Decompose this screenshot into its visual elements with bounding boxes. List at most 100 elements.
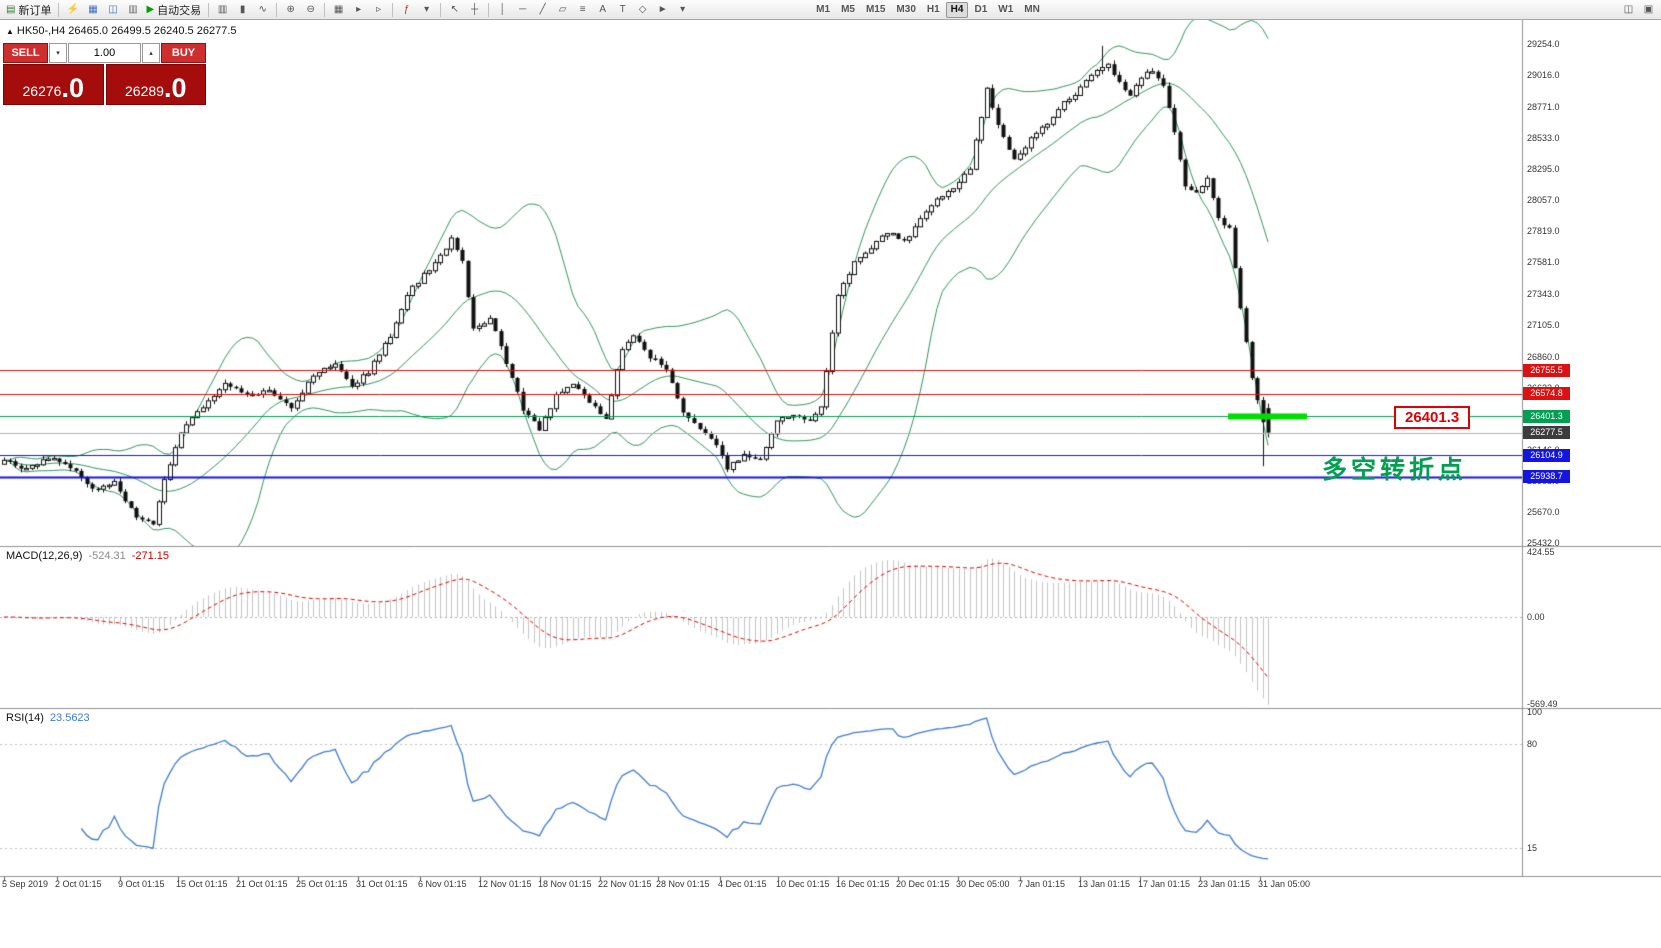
- shapes-button[interactable]: ◇: [633, 1, 652, 18]
- volume-decrease-button[interactable]: ▾: [49, 43, 67, 63]
- equidistant-channel-icon: ▱: [558, 3, 567, 15]
- price-tag: 26574.8: [1523, 387, 1570, 401]
- macd-indicator-label: MACD(12,26,9) -524.31 -271.15: [6, 550, 169, 562]
- toolbar-button-group: ▤ 新订单 ⚡ ▦ ◫ ▥ ▶ 自动交易 ▥ ▮ ∿ ⊕ ⊖ ▦ ▸ ▹ ƒ ▾ ↖ ┼ │ ─ ╱ ▱ ≡ A T ◇ ► ▾: [3, 1, 692, 18]
- shapes-dropdown-button[interactable]: ▾: [673, 1, 692, 18]
- text-button[interactable]: A: [593, 1, 612, 18]
- buy-button[interactable]: BUY: [161, 43, 206, 63]
- timeline-date-label: 13 Jan 01:15: [1078, 879, 1131, 889]
- rsi-value: 23.5623: [49, 712, 90, 724]
- timeline-date-label: 17 Jan 01:15: [1138, 879, 1191, 889]
- new-chart-button[interactable]: ◫: [1619, 1, 1638, 18]
- tile-windows-icon: ▦: [333, 3, 344, 15]
- timeframe-m15-button[interactable]: M15: [861, 2, 890, 18]
- bar-chart-button[interactable]: ▥: [213, 1, 232, 18]
- macd-axis-label: 0.00: [1527, 612, 1545, 622]
- toolbar-separator: [58, 2, 60, 17]
- crosshair-icon: ┼: [471, 3, 479, 15]
- new-chart-icon: ◫: [1623, 3, 1634, 15]
- text-icon: A: [599, 3, 606, 15]
- price-tag: 26277.5: [1523, 426, 1570, 440]
- turning-point-annotation: 多空转折点: [1322, 456, 1468, 484]
- timeline-date-label: 30 Dec 05:00: [956, 879, 1010, 889]
- metaeditor-button[interactable]: ⚡: [63, 1, 82, 18]
- line-chart-button[interactable]: ∿: [253, 1, 272, 18]
- arrows-button[interactable]: ►: [653, 1, 672, 18]
- new-order-button[interactable]: ▤ 新订单: [3, 1, 54, 18]
- price-chart-canvas[interactable]: [0, 20, 1661, 948]
- autotrading-icon: ▶: [146, 3, 155, 15]
- price-tag: 25938.7: [1523, 470, 1570, 484]
- chart-shift-button[interactable]: ▹: [369, 1, 388, 18]
- timeline-date-label: 31 Oct 01:15: [356, 879, 408, 889]
- timeline-date-label: 7 Jan 01:15: [1018, 879, 1066, 889]
- timeframe-m30-button[interactable]: M30: [891, 2, 920, 18]
- shapes-icon: ◇: [638, 3, 647, 15]
- indicators-dropdown-button[interactable]: ▾: [417, 1, 436, 18]
- price-tick-label: 28533.0: [1527, 133, 1560, 144]
- market-watch-button[interactable]: ▦: [83, 1, 102, 18]
- terminal-button[interactable]: ▥: [123, 1, 142, 18]
- equidistant-channel-button[interactable]: ▱: [553, 1, 572, 18]
- rsi-axis-label: 15: [1527, 843, 1538, 853]
- timeline-date-label: 18 Nov 01:15: [538, 879, 592, 889]
- navigator-button[interactable]: ◫: [103, 1, 122, 18]
- crosshair-button[interactable]: ┼: [465, 1, 484, 18]
- price-level-flag: 26401.3: [1394, 406, 1471, 429]
- price-tick-label: 27819.0: [1527, 226, 1560, 237]
- auto-scroll-icon: ▸: [356, 3, 362, 15]
- volume-increase-button[interactable]: ▴: [142, 43, 160, 63]
- timeframe-mn-button[interactable]: MN: [1019, 2, 1045, 18]
- metaeditor-icon: ⚡: [66, 3, 80, 15]
- timeline-date-label: 23 Jan 01:15: [1198, 879, 1251, 889]
- fibonacci-button[interactable]: ≡: [573, 1, 592, 18]
- price-tick-label: 28057.0: [1527, 195, 1560, 206]
- price-tick-label: 25432.0: [1527, 538, 1560, 548]
- timeframe-d1-button[interactable]: D1: [969, 2, 992, 18]
- auto-scroll-button[interactable]: ▸: [349, 1, 368, 18]
- symbol-ohlc-info: ▲ HK50-,H4 26465.0 26499.5 26240.5 26277.…: [6, 25, 237, 37]
- autotrading-button[interactable]: ▶ 自动交易: [143, 1, 204, 18]
- timeline-date-label: 25 Oct 01:15: [296, 879, 348, 889]
- horizontal-line-button[interactable]: ─: [513, 1, 532, 18]
- timeframe-h4-button[interactable]: H4: [945, 1, 969, 18]
- timeline-date-label: 2 Oct 01:15: [55, 879, 102, 889]
- toolbar-right-group: ◫ ▣: [1619, 1, 1658, 18]
- one-click-trade-panel: SELL ▾ ▴ BUY 26276.0 26289.0: [3, 43, 206, 105]
- indicators-button[interactable]: ƒ: [397, 1, 416, 18]
- fibonacci-icon: ≡: [579, 3, 586, 15]
- price-tick-label: 25670.0: [1527, 506, 1560, 517]
- timeline-date-label: 4 Dec 01:15: [718, 879, 767, 889]
- macd-name: MACD(12,26,9): [6, 550, 83, 562]
- macd-signal-value: -271.15: [131, 550, 170, 562]
- sell-price-button[interactable]: 26276.0: [3, 64, 104, 105]
- sell-button[interactable]: SELL: [3, 43, 48, 63]
- autotrading-button-label: 自动交易: [157, 4, 202, 17]
- timeframe-m1-button[interactable]: M1: [811, 2, 835, 18]
- candlestick-chart-button[interactable]: ▮: [233, 1, 252, 18]
- timeframe-m5-button[interactable]: M5: [836, 2, 860, 18]
- bar-chart-icon: ▥: [217, 3, 228, 15]
- zoom-in-button[interactable]: ⊕: [281, 1, 300, 18]
- timeframe-h1-button[interactable]: H1: [922, 2, 945, 18]
- candlestick-chart-icon: ▮: [239, 3, 246, 15]
- timeline-date-label: 16 Dec 01:15: [836, 879, 890, 889]
- text-label-button[interactable]: T: [613, 1, 632, 18]
- trendline-button[interactable]: ╱: [533, 1, 552, 18]
- price-tick-label: 29254.0: [1527, 39, 1560, 49]
- zoom-out-button[interactable]: ⊖: [301, 1, 320, 18]
- layout-button[interactable]: ▣: [1639, 1, 1658, 18]
- buy-price-button[interactable]: 26289.0: [105, 64, 206, 105]
- zoom-in-icon: ⊕: [286, 3, 295, 15]
- vertical-line-button[interactable]: │: [493, 1, 512, 18]
- tile-windows-button[interactable]: ▦: [329, 1, 348, 18]
- timeline-date-label: 12 Nov 01:15: [478, 879, 532, 889]
- timeframe-w1-button[interactable]: W1: [993, 2, 1018, 18]
- price-tick-label: 26860.0: [1527, 351, 1560, 362]
- volume-input[interactable]: [68, 43, 141, 63]
- symbol-ohlc-text: HK50-,H4 26465.0 26499.5 26240.5 26277.5: [16, 25, 237, 37]
- price-tag: 26104.9: [1523, 448, 1570, 462]
- sell-price-main: 26276: [22, 83, 62, 99]
- cursor-button[interactable]: ↖: [445, 1, 464, 18]
